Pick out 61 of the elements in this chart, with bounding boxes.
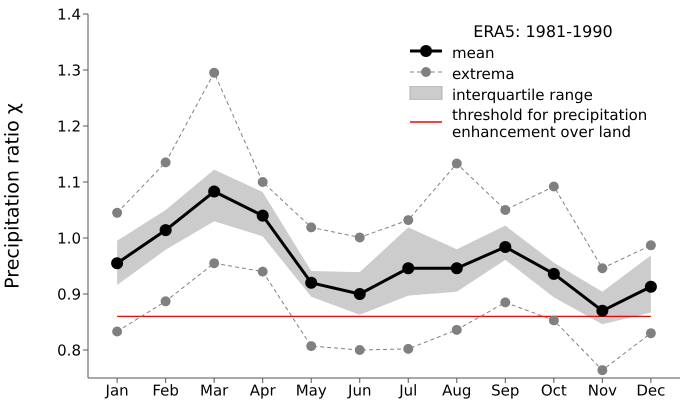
y-tick-label: 0.8 (57, 341, 81, 360)
point (306, 341, 316, 352)
x-tick-label: Jan (104, 382, 129, 400)
x-tick-label: Aug (442, 382, 472, 400)
point (403, 344, 414, 354)
y-tick-label: 1.4 (57, 5, 81, 24)
y-tick-label: 1.0 (57, 229, 81, 248)
x-tick-label: May (296, 382, 327, 400)
point (354, 232, 365, 242)
x-tick-label: Feb (152, 382, 179, 400)
point (548, 268, 560, 280)
x-tick-label: Nov (588, 382, 618, 400)
point (112, 326, 122, 337)
point (452, 324, 462, 335)
point (644, 280, 657, 293)
point (306, 222, 316, 232)
y-tick-label: 0.9 (57, 285, 81, 304)
y-tick-label: 1.3 (57, 61, 81, 80)
point (646, 328, 656, 338)
y-axis-title: Precipitation ratio χ (2, 103, 24, 289)
point (209, 258, 220, 268)
x-tick-label: Apr (250, 382, 276, 400)
x-tick-label: Sep (491, 382, 520, 400)
point (160, 157, 171, 168)
point (258, 177, 268, 187)
point (354, 288, 366, 300)
point (160, 224, 172, 236)
point (500, 205, 510, 215)
point (160, 296, 171, 306)
point (256, 210, 269, 222)
legend-label: mean (452, 44, 495, 62)
point (597, 365, 608, 376)
point (305, 276, 318, 289)
annotation: interquartile range (452, 86, 593, 104)
point (209, 68, 220, 78)
point (646, 240, 656, 250)
legend-label: extrema (452, 64, 515, 82)
x-tick-label: Dec (636, 382, 666, 400)
point (111, 257, 124, 270)
point (548, 181, 559, 192)
point (452, 158, 462, 169)
point (402, 262, 414, 274)
legend-label: threshold for precipitation enhancement over land (452, 106, 648, 141)
y-tick-label: 1.2 (57, 117, 81, 136)
point (499, 240, 512, 253)
x-tick-label: Oct (540, 382, 567, 400)
x-tick-label: Mar (200, 382, 230, 400)
point (112, 208, 122, 218)
point (596, 304, 608, 317)
point (403, 215, 414, 226)
point (450, 262, 463, 274)
x-tick-label: Jun (347, 382, 372, 400)
point (597, 263, 608, 274)
point (548, 315, 559, 326)
point (208, 186, 220, 198)
point (258, 266, 268, 277)
point (500, 297, 510, 308)
x-tick-label: Jul (398, 382, 418, 400)
y-tick-label: 1.1 (57, 173, 81, 192)
point (354, 345, 365, 355)
legend-title: ERA5: 1981-1990 (472, 22, 614, 41)
